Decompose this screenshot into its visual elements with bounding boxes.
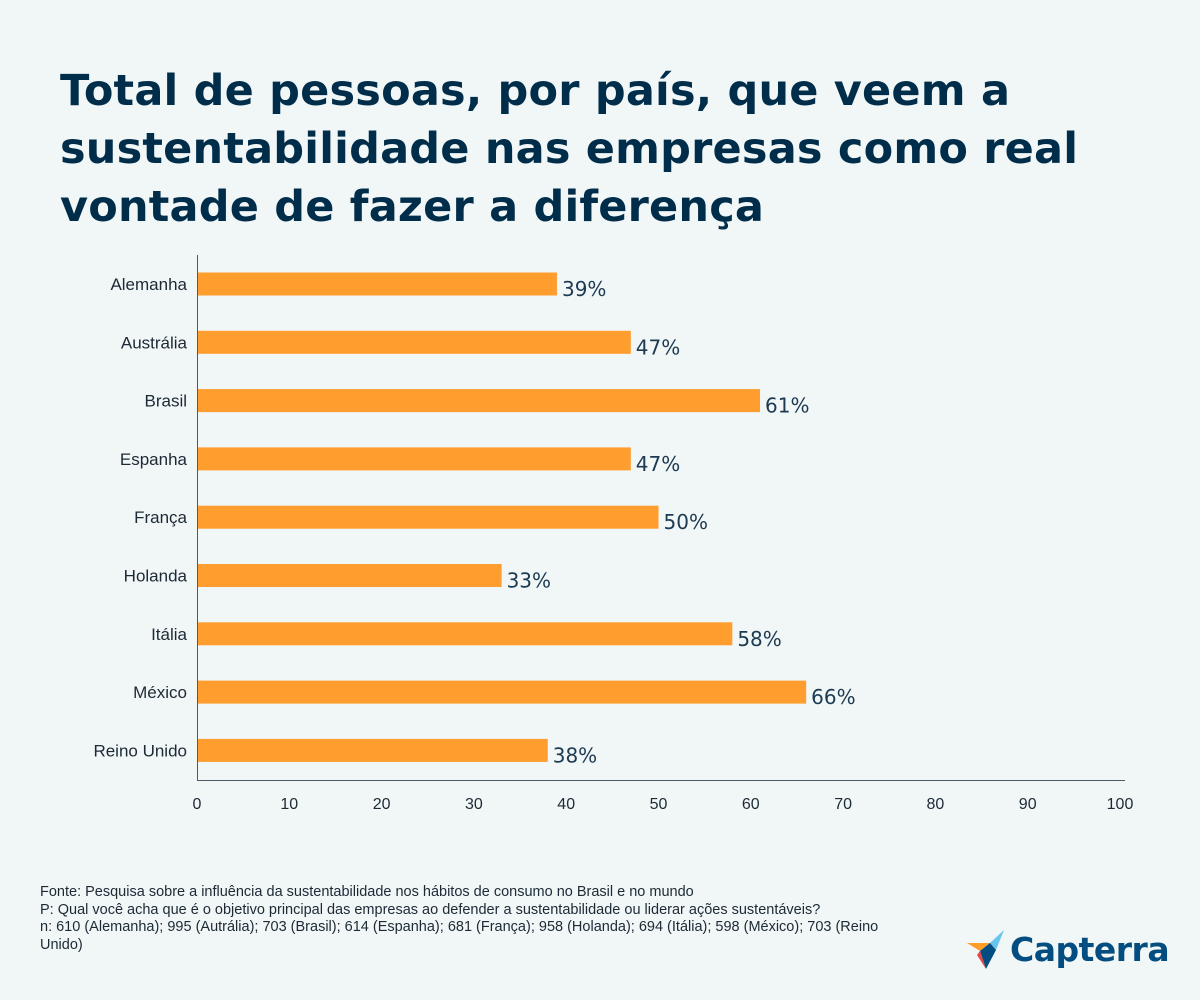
chart-footer: Fonte: Pesquisa sobre a influência da su… (40, 884, 910, 954)
value-label-australia: 47% (636, 335, 680, 359)
x-tick-label-60: 60 (742, 796, 760, 813)
value-label-espanha: 47% (636, 452, 680, 476)
x-tick-label-80: 80 (927, 796, 945, 813)
x-tick-label-50: 50 (650, 796, 668, 813)
value-label-brasil: 61% (765, 394, 809, 418)
value-label-reino-unido: 38% (553, 743, 597, 767)
bar-brasil (198, 389, 761, 413)
sample-note: n: 610 (Alemanha); 995 (Autrália); 703 (… (40, 919, 879, 953)
capterra-logo-icon (967, 930, 1004, 969)
value-label-alemanha: 39% (562, 277, 606, 301)
category-label-mexico: México (133, 683, 187, 702)
category-label-holanda: Holanda (124, 567, 188, 586)
category-label-alemanha: Alemanha (110, 275, 187, 294)
value-label-italia: 58% (737, 627, 781, 651)
category-label-italia: Itália (151, 625, 187, 644)
bar-holanda (198, 564, 502, 587)
category-label-espanha: Espanha (120, 450, 188, 469)
capterra-brand: Capterra (966, 926, 1170, 972)
chart-title: Total de pessoas, por país, que veem a s… (60, 66, 1079, 232)
category-label-australia: Austrália (121, 333, 188, 352)
bar-italia (198, 622, 733, 646)
bar-franca (198, 505, 659, 529)
value-label-franca: 50% (664, 510, 708, 534)
bar-espanha (198, 447, 631, 471)
category-label-brasil: Brasil (144, 392, 187, 411)
bar-alemanha (198, 272, 557, 296)
value-label-mexico: 66% (811, 685, 855, 709)
x-tick-label-40: 40 (557, 796, 575, 813)
category-label-reino-unido: Reino Unido (93, 741, 187, 760)
x-tick-label-30: 30 (465, 796, 483, 813)
x-tick-label-10: 10 (280, 796, 298, 813)
source-note: Fonte: Pesquisa sobre a influência da su… (40, 884, 694, 900)
bar-mexico (198, 680, 807, 704)
x-tick-label-70: 70 (834, 796, 852, 813)
brand-name: Capterra (1010, 929, 1170, 969)
bar-australia (198, 330, 631, 354)
question-note: P: Qual você acha que é o objetivo princ… (40, 901, 821, 918)
x-tick-label-0: 0 (193, 796, 202, 813)
bar-reino-unido (198, 738, 548, 762)
x-tick-label-20: 20 (373, 796, 391, 813)
x-tick-label-90: 90 (1019, 796, 1037, 813)
value-label-holanda: 33% (507, 569, 551, 593)
x-tick-label-100: 100 (1107, 796, 1134, 813)
category-label-franca: França (134, 508, 187, 527)
